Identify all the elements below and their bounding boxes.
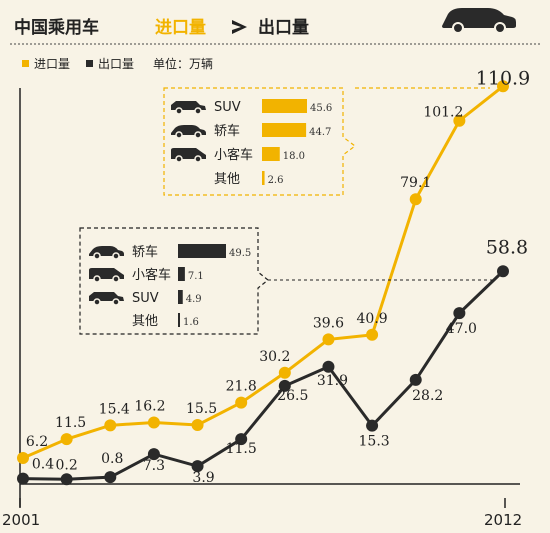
export-breakdown: 轿车 49.5 小客车 7.1 SUV 4.9 其他 1.6 xyxy=(79,227,495,335)
import-row-bar-1 xyxy=(262,123,307,137)
export-point-2008 xyxy=(322,360,335,373)
export-point-2004 xyxy=(147,448,160,461)
import-point-2002 xyxy=(60,433,73,446)
legend-export-swatch xyxy=(86,60,93,67)
export-row-label-3: 其他 xyxy=(132,314,158,329)
export-row-bar-2 xyxy=(178,290,183,304)
import-label-2008: 39.6 xyxy=(313,315,344,331)
import-point-2012 xyxy=(497,80,509,93)
import-label-2010: 79.1 xyxy=(400,175,431,191)
export-label-2010: 28.2 xyxy=(412,388,443,404)
export-row-label-2: SUV xyxy=(132,291,159,306)
import-row-bar-2 xyxy=(262,147,280,161)
import-label-2006: 21.8 xyxy=(226,379,257,395)
legend-import-swatch xyxy=(22,60,29,67)
export-point-2005 xyxy=(191,460,204,473)
import-point-2001 xyxy=(17,451,29,464)
import-label-2003: 15.4 xyxy=(99,401,130,417)
export-point-2002 xyxy=(60,473,73,486)
import-point-2007 xyxy=(278,366,291,379)
export-label-2009: 15.3 xyxy=(359,434,390,450)
export-label-2003: 0.8 xyxy=(101,451,123,467)
export-row-value-2: 4.9 xyxy=(186,294,202,305)
export-point-2003 xyxy=(104,471,117,484)
import-point-2003 xyxy=(104,419,117,432)
export-row-value-0: 49.5 xyxy=(229,248,251,259)
legend-import-label: 进口量 xyxy=(34,57,70,71)
sedan-icon xyxy=(89,246,124,260)
import-label-2007: 30.2 xyxy=(259,349,290,365)
suv-icon xyxy=(171,101,206,115)
export-label-2008: 31.9 xyxy=(317,373,348,389)
header: 中国乘用车 进口量 出口量 xyxy=(10,8,540,45)
import-row-label-2: 小客车 xyxy=(214,147,253,163)
import-row-bar-3 xyxy=(262,171,265,185)
import-row-label-0: SUV xyxy=(214,100,241,115)
import-row-value-3: 2.6 xyxy=(268,175,284,186)
plot-area: 6.2 11.5 15.4 16.2 15.5 21.830.2 39.6 40.9 79.1 1… xyxy=(17,67,530,486)
import-point-2006 xyxy=(235,396,248,409)
header-import-label: 进口量 xyxy=(155,17,206,38)
import-point-2011 xyxy=(453,114,466,127)
import-row-value-2: 18.0 xyxy=(283,151,305,162)
import-label-2009: 40.9 xyxy=(357,311,388,327)
import-series-line xyxy=(22,85,504,460)
legend-unit: 单位：万辆 xyxy=(153,56,213,71)
import-row-label-3: 其他 xyxy=(214,172,240,187)
export-label-2004: 7.3 xyxy=(143,458,165,474)
sedan-icon xyxy=(171,125,206,139)
import-label-2004: 16.2 xyxy=(134,398,165,414)
export-point-2011 xyxy=(453,307,466,320)
export-label-2007: 26.5 xyxy=(277,388,308,404)
import-row-value-0: 45.6 xyxy=(310,103,332,114)
export-row-label-1: 小客车 xyxy=(132,267,171,283)
export-row-bar-1 xyxy=(178,267,185,281)
suv-icon xyxy=(89,292,124,306)
import-breakdown: SUV 45.6 轿车 44.7 小客车 18.0 其他 2.6 xyxy=(163,87,490,196)
export-point-2007 xyxy=(278,379,291,392)
import-row-label-1: 轿车 xyxy=(214,123,240,139)
export-point-2001 xyxy=(17,472,29,485)
legend-export-label: 出口量 xyxy=(98,57,134,71)
export-row-bar-3 xyxy=(178,313,180,327)
import-label-2005: 15.5 xyxy=(186,401,217,417)
van-icon xyxy=(89,268,124,283)
van-icon xyxy=(171,148,206,163)
export-label-2001: 0.4 xyxy=(32,457,54,473)
header-title: 中国乘用车 xyxy=(14,17,99,38)
export-row-bar-0 xyxy=(178,244,226,258)
export-breakdown-frame xyxy=(79,227,269,335)
export-row-value-1: 7.1 xyxy=(188,271,204,282)
import-label-2011: 101.2 xyxy=(423,105,463,121)
import-point-2008 xyxy=(322,333,335,346)
import-label-2012: 110.9 xyxy=(476,67,530,89)
import-point-2004 xyxy=(147,416,160,429)
import-label-2002: 11.5 xyxy=(55,415,86,431)
export-series-line xyxy=(22,270,505,481)
import-row-value-1: 44.7 xyxy=(309,127,331,138)
export-label-2006: 11.5 xyxy=(226,441,257,457)
export-point-2006 xyxy=(235,433,248,446)
header-export-label: 出口量 xyxy=(258,17,309,38)
export-label-2012: 58.8 xyxy=(486,236,528,258)
import-point-2005 xyxy=(191,418,204,431)
car-icon xyxy=(442,8,516,34)
export-label-2005: 3.9 xyxy=(192,470,214,486)
export-point-2010 xyxy=(409,373,422,386)
import-point-2010 xyxy=(409,193,422,206)
arrow-right-icon xyxy=(232,20,247,34)
export-row-value-3: 1.6 xyxy=(183,317,199,328)
export-label-2011: 47.0 xyxy=(446,321,477,337)
export-point-2009 xyxy=(366,419,379,432)
export-label-2002: 0.2 xyxy=(56,457,78,473)
import-row-bar-0 xyxy=(262,99,307,113)
legend: 进口量 出口量 单位：万辆 xyxy=(22,56,213,71)
x-label-start: 2001 xyxy=(2,511,40,529)
import-label-2001: 6.2 xyxy=(26,434,48,450)
export-row-label-0: 轿车 xyxy=(132,244,158,260)
x-label-end: 2012 xyxy=(484,511,522,529)
export-point-2012 xyxy=(497,265,509,278)
import-point-2009 xyxy=(366,328,379,341)
